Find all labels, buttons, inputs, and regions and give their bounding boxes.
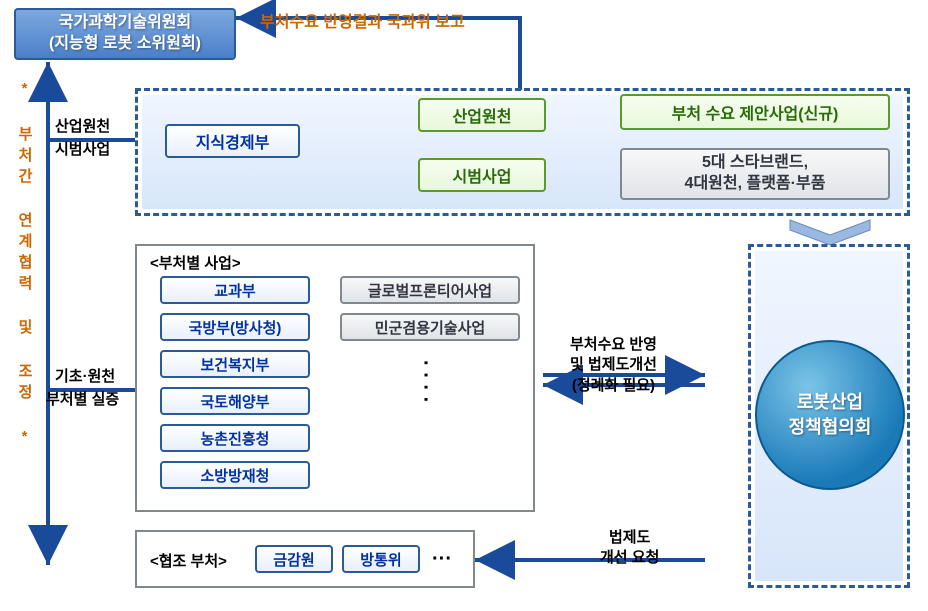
proposal-box: 부처 수요 제안사업(신규) [620,94,890,130]
brands-box: 5대 스타브랜드, 4대원천, 플랫폼·부품 [620,148,890,200]
brands-line1: 5대 스타브랜드, [685,153,826,174]
bottom-arrow-label: 법제도 개선 요청 [600,528,659,569]
mid-arrow-label: 부처수요 반영 및 법제도개선 (정례화 필요) [570,335,657,396]
committee-line2: (지능형 로봇 소위원회) [49,34,201,55]
dept-d2: 국방부(방사청) [160,313,310,341]
brands-line2: 4대원천, 플랫폼·부품 [685,174,826,195]
dept-panel-title: <부처별 사업> [150,252,241,273]
branch2-box: 시범사업 [418,158,546,192]
top-arrow-label: 부처수요 반영결과 국과위 보고 [260,8,465,32]
dept-d3: 보건복지부 [160,350,310,378]
left-label-ind2: 시범사업 [55,138,110,159]
mid-l3: (정례화 필요) [570,376,657,396]
coop-c1: 금감원 [255,545,333,573]
coop-c2: 방통위 [342,545,420,573]
left-label-basic1: 기초·원천 [55,365,115,386]
branch1-box: 산업원천 [418,98,546,132]
ministry-box: 지식경제부 [165,124,300,158]
mid-l1: 부처수요 반영 [570,335,657,355]
left-label-basic2: 부처별 실증 [46,388,119,409]
dept-dots: · · · · [420,360,430,403]
coop-dots: ··· [432,548,452,571]
dept-d6: 소방방재청 [160,461,310,489]
dept-p2: 민군겸용기술사업 [340,313,520,341]
bot-l2: 개선 요청 [600,548,659,568]
dept-d4: 국토해양부 [160,387,310,415]
side-vertical-label: * 부처간 연계협력 및 조정 * [14,80,35,480]
dept-d5: 농촌진흥청 [160,424,310,452]
policy-circle: 로봇산업 정책협의회 [755,340,905,490]
dept-p1: 글로벌프론티어사업 [340,276,520,304]
bot-l1: 법제도 [600,528,659,548]
circle-line2: 정책협의회 [789,415,872,440]
mid-l2: 및 법제도개선 [570,355,657,375]
committee-box: 국가과학기술위원회 (지능형 로봇 소위원회) [14,8,236,60]
committee-line1: 국가과학기술위원회 [49,13,201,34]
coop-title: <협조 부처> [150,550,227,571]
circle-line1: 로봇산업 [789,390,872,415]
left-label-ind1: 산업원천 [55,115,110,136]
dept-d1: 교과부 [160,276,310,304]
